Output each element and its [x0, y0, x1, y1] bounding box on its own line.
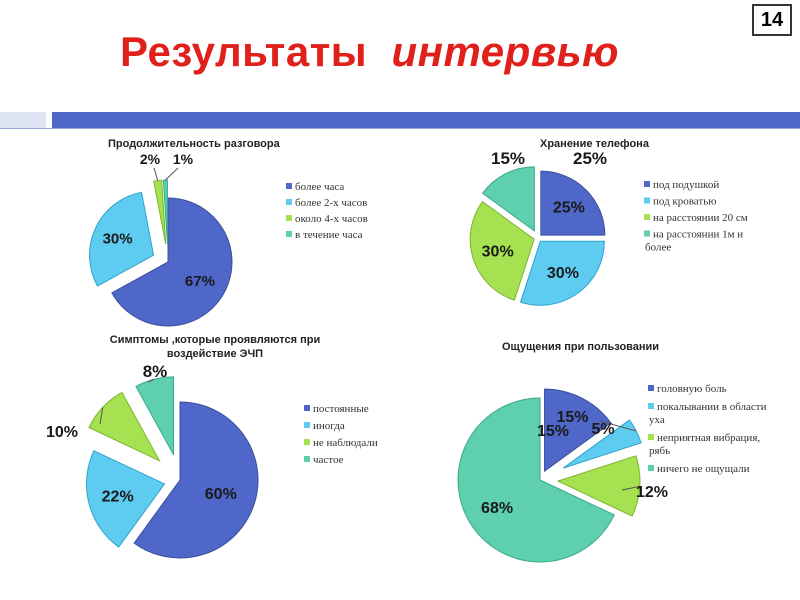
pie-slice-2 — [562, 419, 642, 469]
leader-line-4 — [165, 167, 179, 181]
legend-swatch-2 — [648, 403, 654, 409]
legend-label-3: не наблюдали — [313, 437, 378, 449]
legend-swatch-1 — [648, 385, 654, 391]
legend-swatch-4 — [304, 456, 310, 462]
legend-label-4: ничего не ощущали — [657, 463, 750, 475]
legend-label-3: на расстоянии 20 см — [653, 212, 748, 224]
leader-line-4 — [147, 378, 155, 383]
pie-slice-1 — [133, 401, 259, 559]
chart-duration: Продолжительность разговора 67% 30% 2% 1% б… — [89, 138, 368, 327]
legend-swatch-4 — [644, 230, 650, 237]
legend-swatch-1 — [286, 183, 292, 189]
slice-label-1: 25% — [573, 149, 607, 168]
legend-label-2: покалывании в области уха — [649, 401, 767, 426]
chart-3-title-line-1: Симптомы ,которые проявляются при — [110, 334, 320, 346]
legend-swatch-4 — [648, 465, 654, 471]
legend-label-2: иногда — [313, 420, 345, 432]
decor-band-light — [0, 112, 46, 128]
slice-label-3: 12% — [636, 484, 668, 501]
chart-4-title: Ощущения при пользовании — [502, 341, 659, 353]
slice-label-3: 2% — [140, 151, 161, 167]
chart-1-title: Продолжительность разговора — [108, 138, 281, 150]
legend-label-1: головную боль — [657, 383, 727, 395]
legend-swatch-2 — [304, 422, 310, 428]
chart-storage: Хранение телефона 25% 25% 30% 30% 15% под по… — [469, 138, 748, 306]
legend-label-2: более 2-х часов — [295, 197, 367, 209]
slice-label-2: 22% — [102, 489, 134, 506]
page-number: 14 — [752, 4, 792, 36]
slice-label-1: 15% — [537, 423, 569, 440]
leader-line-2 — [599, 420, 637, 432]
slice-label-2: 5% — [591, 421, 614, 438]
pie-slice-1 — [540, 170, 606, 236]
title-word-2: интервью — [391, 28, 619, 75]
slice-label-1: 15% — [556, 409, 588, 426]
slice-label-4: 15% — [491, 149, 525, 168]
chart-sensations: Ощущения при пользовании 15%15% 5%12%68% … — [457, 341, 767, 563]
slice-label-4: 1% — [173, 151, 194, 167]
pie-slice-4 — [481, 166, 535, 232]
leader-line-3 — [99, 407, 104, 425]
decor-underline — [0, 128, 800, 129]
legend-label-1: более часа — [295, 181, 344, 193]
legend-swatch-3 — [286, 215, 292, 221]
slide-title: Результаты интервью — [120, 28, 619, 76]
pie-slice-3 — [153, 179, 167, 245]
slice-label-4: 68% — [481, 500, 513, 517]
legend-label-3: неприятная вибрация, рябь — [649, 432, 760, 457]
legend-swatch-1 — [304, 405, 310, 411]
chart-3-title-line-2: воздействие ЭЧП — [167, 348, 263, 360]
pie-slice-2 — [519, 240, 605, 306]
legend-label-4: на расстоянии 1м и более — [645, 229, 743, 254]
decor-divider — [46, 112, 48, 128]
chart-2-title: Хранение телефона — [540, 138, 650, 150]
legend-swatch-2 — [286, 199, 292, 205]
title-word-1: Результаты — [120, 28, 368, 75]
legend-swatch-2 — [644, 197, 650, 204]
chart-symptoms: Симптомы ,которые проявляются при воздей… — [46, 334, 378, 559]
pie-slice-2 — [89, 191, 155, 287]
legend-label-1: постоянные — [313, 403, 369, 415]
legend-swatch-3 — [304, 439, 310, 445]
slice-label-3: 30% — [482, 244, 514, 261]
legend-label-3: около 4-х часов — [295, 213, 368, 225]
legend-label-2: под кроватью — [653, 196, 716, 208]
legend-label-4: частое — [313, 454, 344, 466]
pie-slice-3 — [469, 200, 535, 301]
slice-label-4: 8% — [143, 362, 168, 381]
slice-label-2: 30% — [103, 231, 133, 248]
pie-slice-1 — [111, 197, 233, 327]
decor-band — [52, 112, 800, 128]
slice-label-1: 25% — [553, 200, 585, 217]
slice-label-2: 30% — [547, 265, 579, 282]
legend-swatch-3 — [648, 434, 654, 440]
pie-slice-2 — [86, 450, 166, 548]
leader-line-3 — [621, 485, 640, 491]
legend-swatch-3 — [644, 214, 650, 220]
legend-swatch-4 — [286, 231, 292, 237]
legend-swatch-1 — [644, 181, 650, 187]
slice-label-3: 10% — [46, 424, 78, 441]
pie-slice-1 — [544, 388, 612, 473]
leader-line-3 — [153, 167, 159, 181]
legend-label-4: в течение часа — [295, 229, 363, 241]
legend-label-1: под подушкой — [653, 179, 719, 191]
slice-label-1: 60% — [205, 486, 237, 503]
pie-slice-4 — [457, 397, 615, 563]
slice-label-1: 67% — [185, 273, 215, 290]
